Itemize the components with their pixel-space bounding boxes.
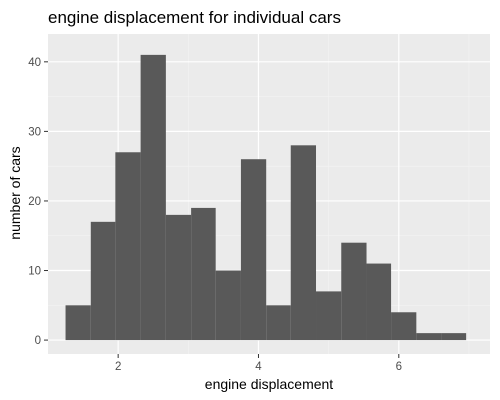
histogram-bar bbox=[191, 207, 216, 341]
histogram-bar bbox=[215, 270, 241, 341]
axes: 2 4 6 0 10 20 30 40 bbox=[28, 57, 402, 373]
chart-title: engine displacement for individual cars bbox=[48, 8, 341, 27]
y-tick-label: 20 bbox=[28, 196, 41, 208]
histogram-bar bbox=[240, 159, 267, 341]
histogram-bar bbox=[290, 145, 317, 341]
y-tick-label: 10 bbox=[28, 266, 41, 278]
histogram-bar bbox=[416, 333, 442, 341]
histogram-bar bbox=[341, 242, 367, 341]
histogram-bar bbox=[65, 305, 91, 341]
histogram-bar bbox=[140, 54, 166, 341]
y-tick-label: 30 bbox=[28, 126, 41, 138]
histogram-bar bbox=[316, 291, 342, 341]
histogram-bar bbox=[115, 152, 141, 341]
histogram-bar bbox=[165, 214, 192, 341]
histogram-bar bbox=[366, 263, 392, 341]
histogram-bar bbox=[90, 221, 116, 341]
histogram-bar bbox=[441, 333, 467, 341]
y-tick-label: 0 bbox=[35, 335, 41, 347]
y-axis-label: number of cars bbox=[7, 146, 23, 239]
y-tick-label: 40 bbox=[28, 57, 41, 69]
x-axis-label: engine displacement bbox=[205, 376, 334, 392]
x-tick-label: 2 bbox=[115, 361, 121, 373]
x-tick-label: 4 bbox=[255, 361, 262, 373]
histogram-bar bbox=[266, 305, 291, 341]
histogram-bar bbox=[391, 312, 417, 341]
x-tick-label: 6 bbox=[396, 361, 402, 373]
histogram-bars bbox=[65, 54, 467, 341]
